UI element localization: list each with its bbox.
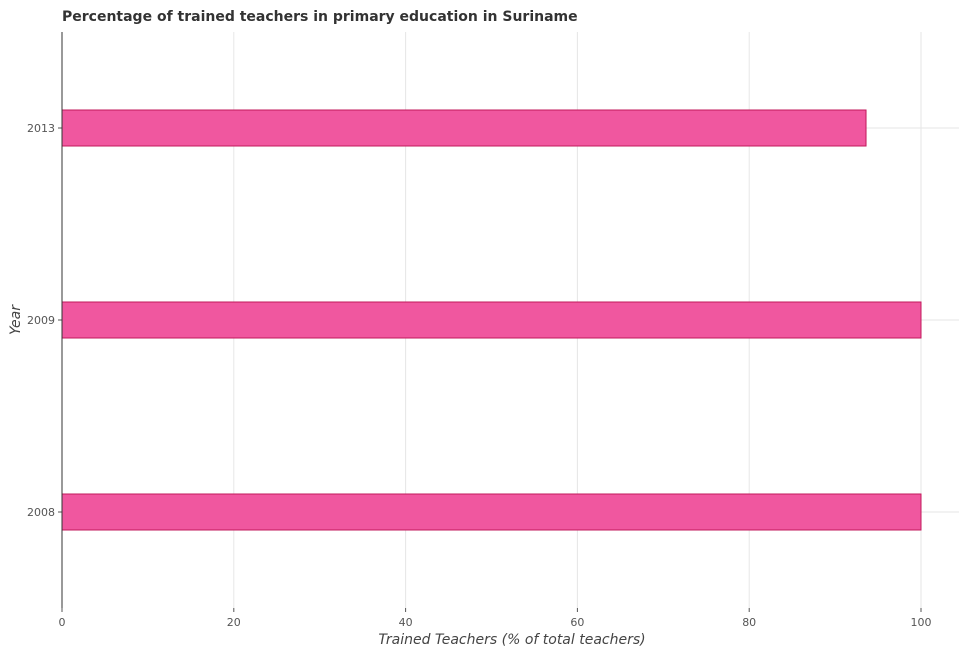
x-tick-label: 80 [742, 616, 756, 629]
y-tick-label: 2008 [27, 506, 55, 519]
y-tick-label: 2013 [27, 122, 55, 135]
bar-2009 [61, 301, 922, 339]
x-tick-labels: 0 20 40 60 80 100 [59, 616, 932, 629]
y-axis-title: Year [8, 304, 24, 335]
bars [61, 109, 922, 531]
x-tick-label: 0 [59, 616, 66, 629]
bar-2008 [61, 493, 922, 531]
x-tick-label: 60 [570, 616, 584, 629]
y-tick-labels: 2008 2009 2013 [27, 122, 55, 519]
x-tick-label: 20 [227, 616, 241, 629]
y-tick-label: 2009 [27, 314, 55, 327]
x-axis-title: Trained Teachers (% of total teachers) [378, 632, 645, 648]
bar-2013 [61, 109, 867, 147]
x-tick-label: 40 [399, 616, 413, 629]
chart-title: Percentage of trained teachers in primar… [62, 9, 578, 25]
x-tick-label: 100 [911, 616, 932, 629]
